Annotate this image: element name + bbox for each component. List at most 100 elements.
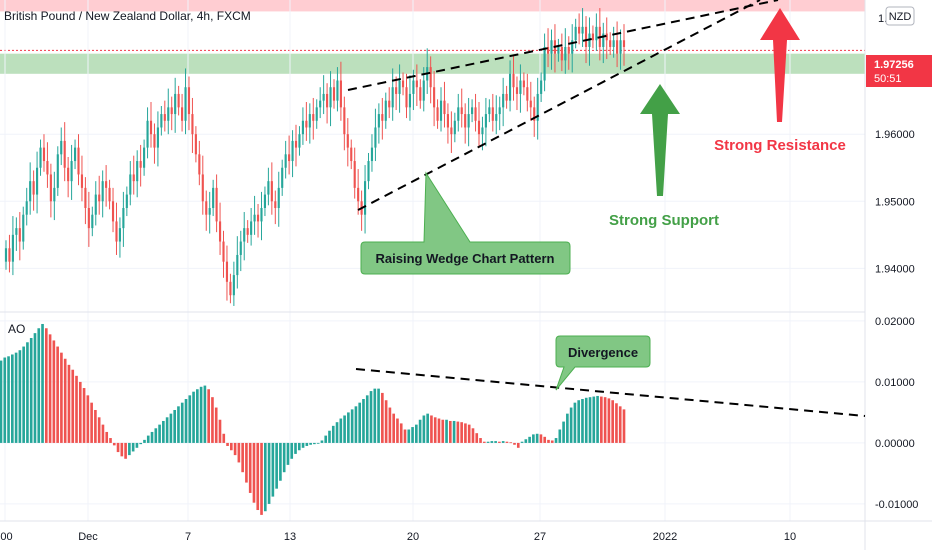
candle (22, 206, 25, 250)
price-tick-label: 1.96000 (875, 129, 915, 141)
candle-body (291, 140, 294, 162)
candle-body (515, 87, 519, 94)
ao-bar (396, 418, 399, 443)
candle-body (91, 214, 94, 229)
time-tick-label: Dec (78, 531, 98, 543)
candle (612, 26, 615, 58)
ao-bar (369, 391, 373, 443)
candle-body (477, 120, 481, 135)
ao-bar (581, 399, 584, 443)
ao-bar (252, 442, 256, 503)
candle-body (87, 208, 90, 229)
candle (419, 79, 422, 109)
candle-body (143, 147, 146, 168)
ao-bar (328, 430, 331, 443)
ao-bar (226, 442, 229, 446)
candle (84, 177, 87, 225)
candle (574, 18, 577, 49)
ao-bar (3, 357, 7, 443)
candle-body (326, 93, 329, 108)
candle (598, 8, 601, 61)
candle-body (388, 100, 391, 108)
candle-body (101, 181, 104, 202)
candle (170, 96, 173, 131)
candle-body (42, 147, 46, 162)
candle (546, 28, 550, 68)
candle (308, 103, 311, 144)
candle (267, 167, 270, 206)
ao-divergence-line[interactable] (355, 368, 866, 417)
candle (315, 99, 318, 129)
ao-tick-label: 0.00000 (875, 438, 915, 450)
wedge-upper-line[interactable] (347, 0, 779, 91)
candle (177, 85, 180, 116)
ao-tick-label: 0.01000 (875, 377, 915, 389)
candle (605, 17, 608, 60)
candle-body (519, 80, 522, 94)
ao-bar (7, 356, 10, 443)
ao-bar (494, 441, 497, 443)
candle-body (350, 147, 353, 162)
ao-bar (131, 442, 135, 452)
candle (436, 99, 439, 129)
ao-bar (229, 442, 233, 451)
support-arrow[interactable] (640, 84, 680, 196)
resistance-arrow[interactable] (760, 8, 800, 122)
currency-badge[interactable]: NZD (885, 6, 915, 26)
ao-bar (214, 407, 218, 443)
ao-bar (475, 433, 479, 443)
candle (250, 208, 253, 246)
candle-body (236, 254, 239, 276)
candle (540, 72, 543, 102)
ao-tick-label: 0.02000 (875, 316, 915, 328)
candle-body (353, 161, 356, 188)
candle (167, 88, 170, 135)
candle-body (129, 174, 132, 195)
candle (474, 93, 477, 132)
wedge-lower-line[interactable] (357, 0, 761, 211)
ao-bar (29, 338, 33, 443)
candle-body (94, 194, 97, 215)
candle-body (270, 181, 273, 202)
ao-bar (313, 442, 316, 445)
candle-body (56, 154, 59, 188)
ao-bar (505, 441, 509, 443)
candle (94, 181, 97, 226)
candle (29, 162, 32, 215)
candle (194, 126, 197, 163)
ao-bar (256, 442, 260, 511)
candle-body (153, 134, 156, 148)
candle (602, 22, 605, 64)
candle-body (546, 46, 550, 54)
candle (433, 71, 436, 127)
ao-bar (86, 395, 90, 443)
ao-bar (97, 417, 101, 443)
ao-bar (162, 420, 165, 443)
candle-body (46, 161, 49, 175)
candle-body (239, 241, 242, 255)
candle (522, 72, 525, 96)
candle-body (49, 174, 52, 202)
wedge-callout-box[interactable] (360, 171, 571, 275)
candle-body (595, 26, 598, 41)
candle (484, 97, 487, 147)
candle (567, 36, 570, 70)
support-zone (0, 53, 865, 74)
ao-bar (513, 442, 516, 445)
candle-body (256, 214, 260, 222)
candle (246, 220, 249, 243)
ao-bar (479, 438, 482, 443)
candle (156, 111, 159, 167)
candle-body (619, 40, 622, 54)
candle (464, 103, 467, 144)
candle (236, 236, 239, 289)
candle-body (301, 120, 304, 135)
candle (353, 147, 356, 199)
divergence-callout-box[interactable] (555, 335, 651, 391)
candle-body (415, 80, 418, 88)
ao-bar (392, 413, 396, 443)
candle (53, 171, 56, 221)
candle-body (212, 187, 215, 208)
candle-body (319, 100, 322, 108)
candle-body (578, 26, 581, 34)
